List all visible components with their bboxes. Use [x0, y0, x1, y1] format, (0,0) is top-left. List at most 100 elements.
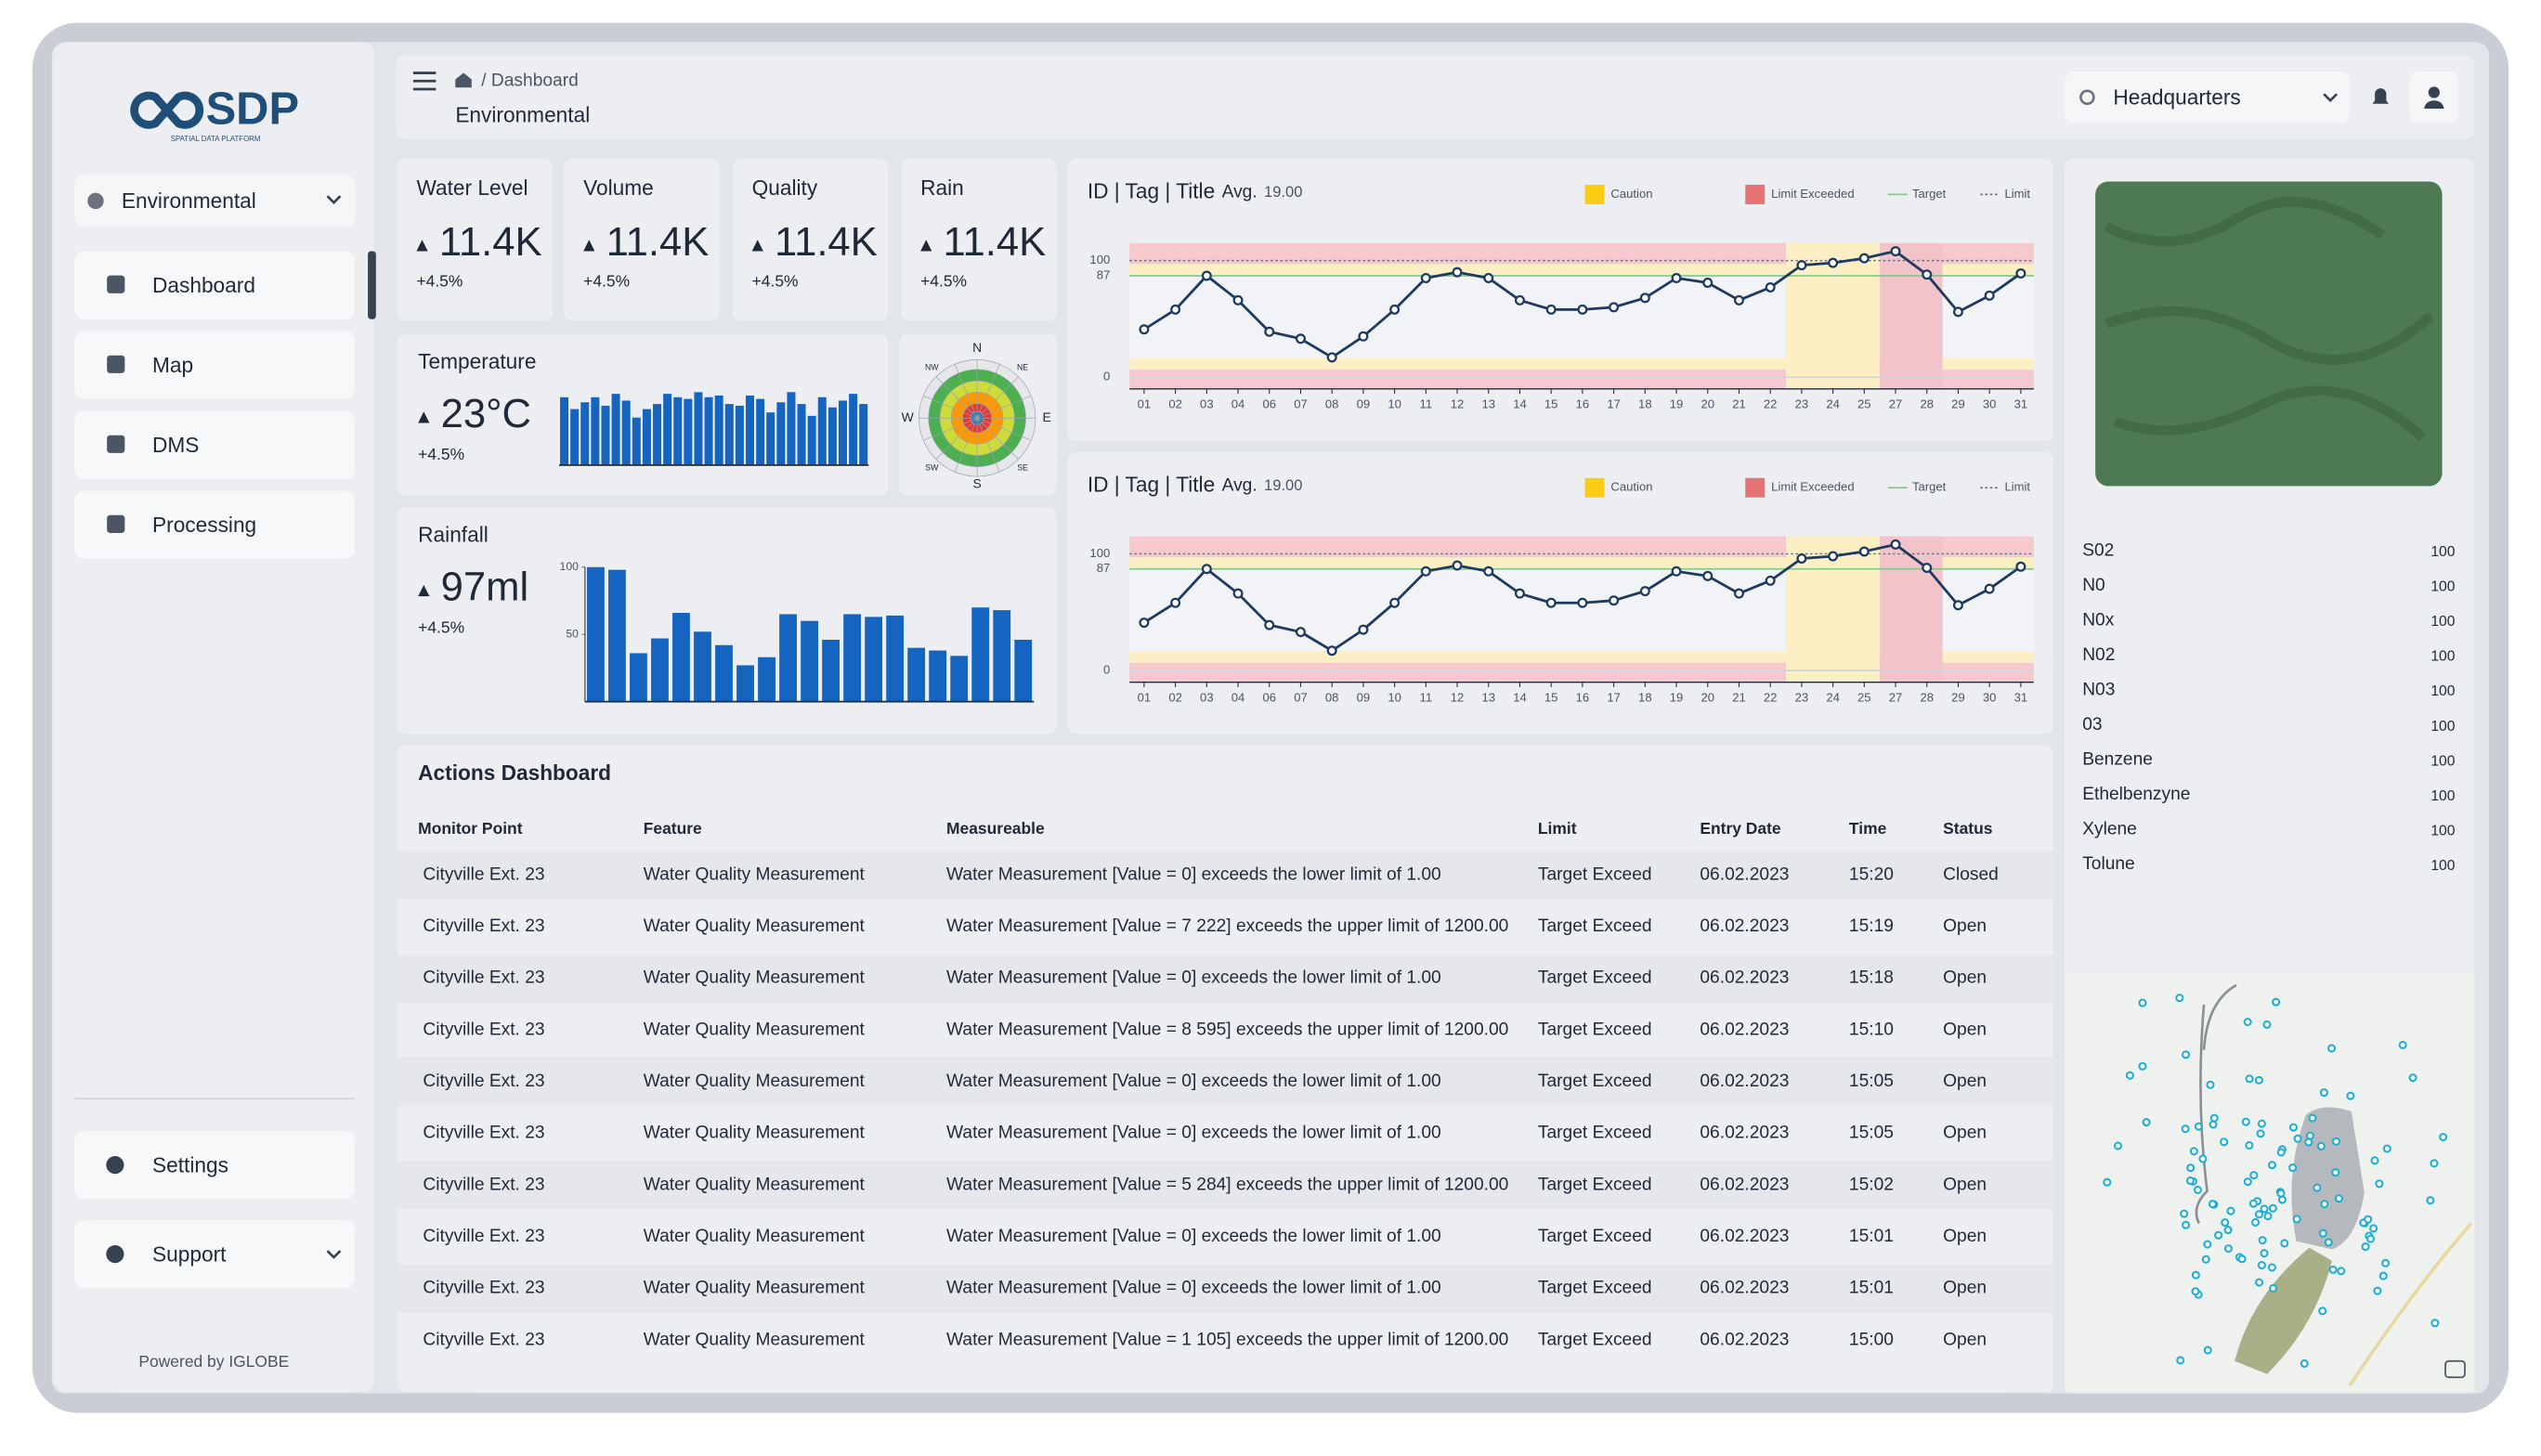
- nav-label: Dashboard: [152, 273, 255, 297]
- nav-item[interactable]: [74, 490, 356, 559]
- map-marker: [2243, 1017, 2252, 1027]
- map-marker: [2331, 1168, 2340, 1177]
- chart-title: ID | Tag | Title: [1088, 179, 1215, 203]
- up-arrow: [920, 240, 932, 252]
- table-cell: Water Measurement [Value = 0] exceeds th…: [946, 1124, 1441, 1143]
- y-tick-label: 100: [1089, 253, 1110, 266]
- kpi-card: [732, 159, 889, 321]
- table-cell: Target Exceed: [1538, 1124, 1652, 1143]
- table-cell: 15:18: [1849, 968, 1894, 988]
- pollutant-name: N03: [2082, 680, 2115, 699]
- point: [1922, 563, 1933, 574]
- map-marker: [2373, 1286, 2382, 1295]
- map-marker: [2382, 1144, 2391, 1153]
- x-tick-label: 31: [2014, 691, 2028, 705]
- terrain-texture: [2104, 197, 2434, 442]
- point: [1577, 597, 1588, 608]
- bar: [632, 417, 641, 465]
- x-tick-label: 06: [1262, 397, 1276, 411]
- table-cell: 06.02.2023: [1700, 1175, 1789, 1194]
- point: [1389, 304, 1401, 315]
- breadcrumb: / Dashboard: [481, 71, 579, 90]
- point: [1765, 282, 1776, 293]
- map-marker: [2214, 1230, 2223, 1240]
- point: [1733, 294, 1744, 306]
- point: [1671, 272, 1682, 283]
- table-cell: Water Measurement [Value = 0] exceeds th…: [946, 864, 1441, 884]
- point: [1952, 600, 1963, 611]
- point: [1232, 294, 1244, 306]
- home-icon[interactable]: [455, 72, 472, 88]
- pollutant-value: 100: [2430, 579, 2455, 595]
- pollutant-name: Xylene: [2082, 819, 2137, 838]
- table-cell: 06.02.2023: [1700, 916, 1789, 936]
- bar: [651, 638, 669, 702]
- y-tick-label: 50: [566, 627, 579, 640]
- table-cell: Water Quality Measurement: [644, 916, 866, 936]
- wind-spoke: [976, 417, 1019, 460]
- point: [1326, 645, 1337, 656]
- point: [1452, 266, 1463, 278]
- map-marker: [2103, 1177, 2112, 1187]
- map-marker: [2113, 1141, 2123, 1150]
- map-marker: [2430, 1159, 2439, 1168]
- map-control[interactable]: [2444, 1359, 2466, 1379]
- bar: [822, 639, 840, 702]
- x-tick-label: 07: [1294, 397, 1308, 411]
- wind-spoke: [977, 417, 1032, 441]
- x-tick-label: 15: [1544, 691, 1558, 705]
- point: [1514, 294, 1525, 306]
- table-cell: 15:19: [1849, 916, 1894, 936]
- table-cell: 15:01: [1849, 1279, 1894, 1298]
- map-marker: [2316, 1141, 2326, 1150]
- point: [1702, 277, 1714, 288]
- map-marker: [2221, 1218, 2230, 1228]
- map-marker: [2209, 1113, 2219, 1123]
- x-tick-label: 25: [1857, 691, 1871, 705]
- bar: [673, 396, 683, 465]
- nav-item[interactable]: [74, 1130, 356, 1200]
- point: [1545, 304, 1557, 315]
- map-marker: [2331, 1137, 2340, 1146]
- map-marker: [2324, 1238, 2333, 1247]
- module-selector[interactable]: [74, 175, 356, 228]
- pollutant-name: N0: [2082, 576, 2105, 595]
- column-header: Measureable: [946, 819, 1045, 838]
- map-marker: [2276, 1148, 2286, 1157]
- location-selector[interactable]: [2065, 71, 2351, 124]
- nav-label: Support: [152, 1242, 227, 1266]
- map-marker: [2209, 1120, 2218, 1129]
- table-cell: Cityville Ext. 23: [423, 1227, 544, 1246]
- pollutant-value: 100: [2430, 753, 2455, 769]
- nav-item[interactable]: [74, 1219, 356, 1289]
- satellite-image[interactable]: [2095, 181, 2443, 487]
- menu-button[interactable]: [412, 72, 437, 91]
- x-tick-label: 11: [1420, 397, 1433, 411]
- logo[interactable]: SDP SPATIAL DATA PLATFORM: [130, 84, 299, 143]
- map-marker: [2226, 1206, 2235, 1216]
- map-marker: [2269, 1283, 2278, 1293]
- table-cell: Open: [1943, 1330, 1987, 1349]
- bar: [724, 404, 734, 465]
- nav-item[interactable]: [74, 331, 356, 399]
- notifications[interactable]: [2372, 88, 2389, 104]
- wind-spoke: [923, 395, 978, 419]
- table-cell: Cityville Ext. 23: [423, 1279, 544, 1298]
- nav-item[interactable]: [74, 410, 356, 479]
- x-tick-label: 13: [1481, 397, 1495, 411]
- up-arrow: [751, 240, 763, 252]
- table-cell: Water Measurement [Value = 8 595] exceed…: [946, 1020, 1508, 1039]
- nav-item[interactable]: [74, 251, 356, 319]
- kpi-change: +4.5%: [416, 271, 463, 290]
- bar: [907, 647, 926, 702]
- wind-label: S: [973, 475, 982, 490]
- pollutant-value: 100: [2430, 719, 2455, 734]
- bar: [663, 394, 672, 465]
- x-tick-label: 16: [1576, 691, 1590, 705]
- table-cell: Cityville Ext. 23: [423, 916, 544, 936]
- map-marker: [2328, 1265, 2338, 1274]
- bar: [849, 394, 858, 465]
- nav-label: Processing: [152, 513, 256, 537]
- map-marker: [2256, 1129, 2265, 1138]
- table-cell: Target Exceed: [1538, 1330, 1652, 1349]
